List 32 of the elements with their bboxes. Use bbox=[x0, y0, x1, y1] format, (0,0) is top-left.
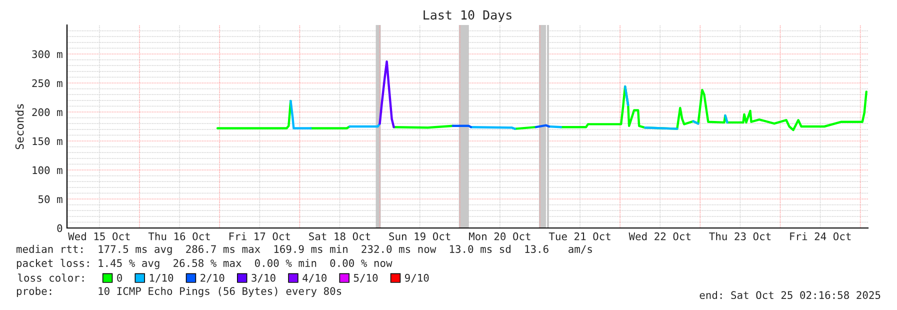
legend-label: 2/10 bbox=[200, 274, 224, 283]
text: end: Sat Oct 25 02:16:58 2025 bbox=[700, 290, 880, 300]
y-tick-label: 250 m bbox=[32, 79, 62, 88]
x-tick-label: Thu 23 Oct bbox=[709, 232, 771, 240]
y-tick-label: 0 bbox=[57, 224, 62, 232]
legend-label: 1/10 bbox=[150, 274, 174, 283]
x-tick-label: Thu 16 Oct bbox=[148, 232, 210, 240]
x-tick-label: Sat 18 Oct bbox=[309, 232, 370, 240]
legend-label: 3/10 bbox=[252, 274, 276, 283]
legend-title: loss color: bbox=[18, 274, 84, 282]
x-tick-label: Wed 22 Oct bbox=[628, 232, 690, 240]
x-tick-label: Sun 19 Oct bbox=[389, 232, 450, 240]
line-series bbox=[378, 60, 395, 128]
x-tick-label: Tue 21 Oct bbox=[548, 232, 610, 240]
text: probe: 10 ICMP Echo Pings (56 Bytes) every 80s bbox=[16, 286, 342, 298]
text: packet loss: 1.45 % avg 26.58 % max 0.00 % min 0.00 % now bbox=[16, 258, 392, 270]
y-tick-label: 50 m bbox=[38, 195, 62, 204]
y-tick-label: 300 m bbox=[32, 50, 62, 58]
legend-label: 5/10 bbox=[354, 274, 378, 283]
x-tick-label: Fri 17 Oct bbox=[229, 232, 290, 240]
legend-label: 0 bbox=[117, 274, 122, 282]
legend-label: 4/10 bbox=[302, 274, 326, 283]
text: median rtt: 177.5 ms avg 286.7 ms max 169.9 ms min 232.0 ms now 13.0 ms sd 13.6 am/s bbox=[16, 244, 592, 256]
legend-label: 9/10 bbox=[404, 274, 429, 283]
y-axis-title: Seconds bbox=[15, 104, 24, 150]
x-tick-label: Wed 15 Oct bbox=[68, 232, 130, 240]
y-tick-label: 200 m bbox=[32, 108, 62, 116]
x-tick-label: Mon 20 Oct bbox=[469, 232, 530, 240]
y-tick-label: 100 m bbox=[32, 166, 62, 174]
y-tick-label: 150 m bbox=[32, 137, 62, 146]
x-tick-label: Fri 24 Oct bbox=[790, 232, 851, 240]
chart-title: Last 10 Days bbox=[424, 10, 512, 22]
